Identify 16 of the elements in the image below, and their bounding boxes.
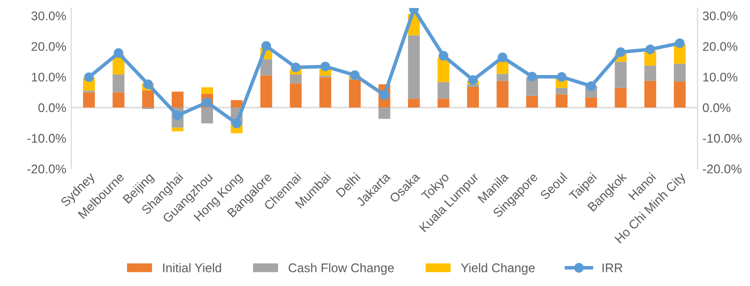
y-tick-label: 20.0%: [32, 42, 66, 51]
y2-tick-label: 0.0%: [702, 103, 730, 112]
y-tick-label: 10.0%: [32, 72, 66, 82]
legend-label: IRR: [602, 264, 622, 272]
y2-tick-label: 10.0%: [703, 72, 738, 82]
y2-tick-label: 20.0%: [702, 42, 738, 51]
legend-label: Cash Flow Change: [288, 263, 394, 275]
y-tick-label: 0.0%: [38, 103, 66, 112]
y-tick-label: -20.0%: [27, 164, 66, 174]
y-tick-label: -10.0%: [27, 134, 66, 143]
legend-label: Initial Yield: [163, 263, 221, 272]
y2-tick-label: 30.0%: [702, 11, 738, 20]
y2-tick-label: -20.0%: [702, 164, 742, 174]
legend-label: Yield Change: [460, 263, 535, 275]
y2-tick-label: -10.0%: [702, 134, 742, 143]
y-tick-label: 30.0%: [31, 11, 66, 20]
